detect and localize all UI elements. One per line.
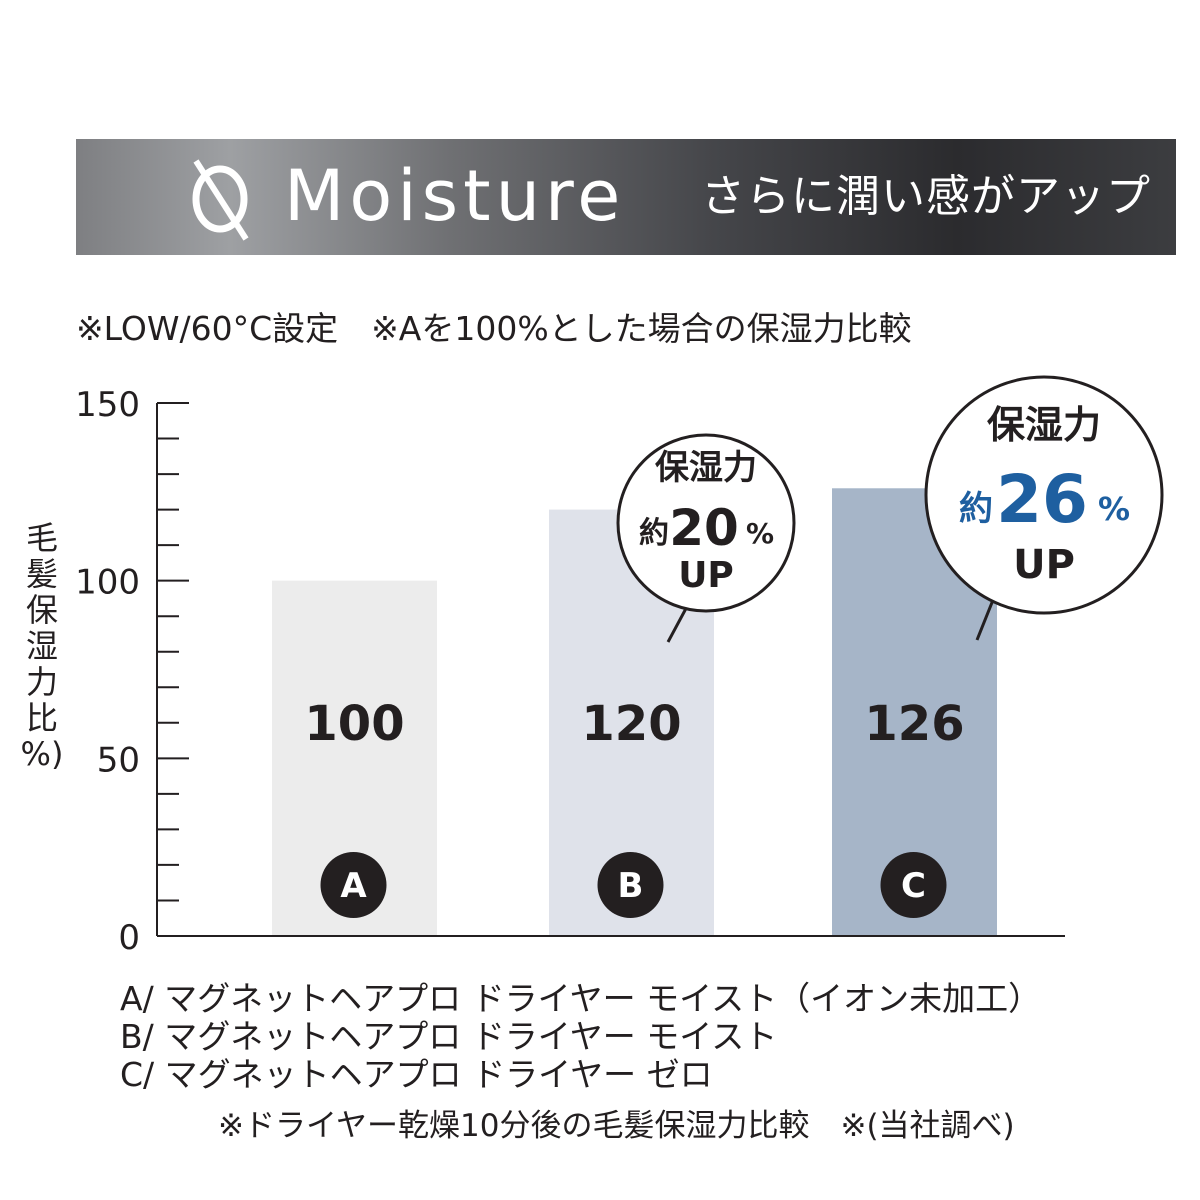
zero-ion-icon — [192, 159, 249, 241]
y-axis-label: 毛 髪 保 湿 力 比 %) — [20, 520, 64, 772]
measurement-note: ※LOW/60°C設定 ※Aを100%とした場合の保湿力比較 — [76, 309, 912, 348]
y-tick-label: 50 — [97, 740, 140, 780]
callout-bubble — [616, 433, 796, 613]
category-badge — [320, 852, 387, 918]
callout-value: 26 — [996, 461, 1088, 538]
footnote: ※ドライヤー乾燥10分後の毛髪保湿力比較 ※(当社調べ) — [218, 1108, 1015, 1144]
y-axis-label-char: 湿 — [25, 627, 58, 665]
category-label: A — [340, 866, 367, 906]
y-tick-label: 0 — [118, 918, 140, 958]
callout-bubble — [924, 375, 1164, 615]
legend-item-b: B/ マグネットヘアプロ ドライヤー モイスト — [120, 1017, 778, 1056]
category-label: B — [618, 866, 644, 906]
callout-prefix: 約 — [959, 489, 993, 529]
callout-title: 保湿力 — [987, 403, 1101, 447]
category-label: C — [901, 866, 926, 906]
callout-unit: % — [1098, 490, 1130, 528]
bar-value-label: 100 — [304, 696, 404, 752]
callout-value: 20 — [669, 499, 739, 557]
callout-prefix: 約 — [639, 516, 669, 551]
y-axis-label-char: 比 — [25, 699, 58, 737]
y-tick-label: 100 — [75, 563, 140, 603]
y-axis-label-char: 髪 — [25, 555, 58, 593]
banner-title: Moisture — [284, 155, 626, 237]
header-banner: Moisture さらに潤い感がアップ — [76, 139, 1176, 255]
y-axis-label-char: %) — [20, 735, 64, 773]
legend-item-c: C/ マグネットヘアプロ ドライヤー ゼロ — [120, 1055, 713, 1094]
category-badge — [880, 852, 947, 918]
callout-title: 保湿力 — [655, 448, 757, 488]
category-badge — [597, 852, 664, 918]
legend-item-a: A/ マグネットヘアプロ ドライヤー モイスト（イオン未加工） — [120, 979, 1042, 1018]
bar-value-label: 120 — [581, 696, 681, 752]
y-tick-label: 150 — [75, 385, 140, 425]
legend: A/ マグネットヘアプロ ドライヤー モイスト（イオン未加工） B/ マグネット… — [120, 980, 1041, 1094]
callout-suffix: UP — [1013, 542, 1075, 588]
bar-value-label: 126 — [864, 696, 964, 752]
y-axis-label-char: 保 — [25, 591, 58, 629]
y-axis-label-char: 力 — [25, 663, 58, 701]
callout-suffix: UP — [678, 555, 734, 596]
y-axis-label-char: 毛 — [25, 519, 58, 557]
callout-unit: % — [746, 517, 774, 550]
banner-tagline: さらに潤い感がアップ — [701, 171, 1151, 222]
